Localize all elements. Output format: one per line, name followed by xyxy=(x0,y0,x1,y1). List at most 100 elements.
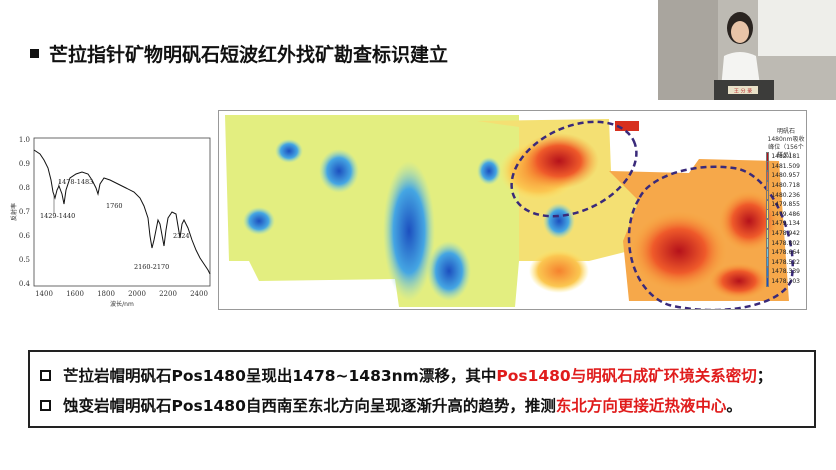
note-text: 。 xyxy=(726,397,742,415)
legend-label: 1479.486 xyxy=(771,210,800,218)
nameplate-text: 王 分 录 xyxy=(734,88,752,95)
legend-swatch xyxy=(766,228,770,239)
legend-row: 1478.203 xyxy=(766,276,800,287)
spectrum-annotation: 1760 xyxy=(106,202,123,210)
y-tick: 0.4 xyxy=(19,280,31,288)
low-value-zone xyxy=(243,207,275,235)
y-tick: 0.9 xyxy=(19,160,30,168)
legend-row: 1480.718 xyxy=(766,180,800,191)
slide-title-text: 芒拉指针矿物明矾石短波红外找矿勘查标识建立 xyxy=(49,44,449,66)
legend-swatch xyxy=(766,266,770,277)
y-tick: 0.5 xyxy=(19,256,30,264)
note-highlight: Pos1480与明矾石成矿环境关系密切 xyxy=(496,367,757,385)
spectrum-chart: 1.0 0.9 0.8 0.7 0.6 0.5 0.4 1400 1600 18… xyxy=(10,128,214,310)
low-value-zone xyxy=(383,161,435,301)
slide-title: 芒拉指针矿物明矾石短波红外找矿勘查标识建立 xyxy=(30,40,448,67)
contour-map-svg xyxy=(225,115,794,309)
high-value-patch xyxy=(615,121,639,131)
legend-row: 1482.181 xyxy=(766,151,800,162)
plot-frame xyxy=(33,137,211,287)
x-tick: 2200 xyxy=(159,290,177,298)
low-value-zone xyxy=(319,149,359,193)
conclusion-line-2: 蚀变岩帽明矾石Pos1480自西南至东北方向呈现逐渐升高的趋势，推测 东北方向更接… xyxy=(40,394,742,416)
legend-label: 1480.718 xyxy=(771,182,800,190)
legend-label: 1478.942 xyxy=(771,230,800,238)
legend-swatch xyxy=(766,180,770,191)
alunite-contour-map xyxy=(218,110,807,310)
legend-swatch xyxy=(766,190,770,201)
map-legend: 1482.181 1481.509 1480.957 1480.718 1480.236… xyxy=(766,151,800,287)
legend-swatch xyxy=(766,199,770,210)
wall-panel xyxy=(658,0,718,100)
legend-label: 1479.855 xyxy=(771,201,800,209)
legend-row: 1479.134 xyxy=(766,218,800,229)
low-value-zone xyxy=(275,139,303,163)
legend-swatch xyxy=(766,238,770,249)
map-west-block xyxy=(225,115,541,307)
legend-swatch xyxy=(766,276,770,287)
speaker-face xyxy=(731,21,749,43)
legend-swatch xyxy=(766,209,770,220)
legend-label: 1480.236 xyxy=(771,191,800,199)
x-tick: 1800 xyxy=(97,290,115,298)
note-highlight: 东北方向更接近热液中心 xyxy=(555,397,727,415)
legend-row: 1478.664 xyxy=(766,247,800,258)
legend-row: 1479.486 xyxy=(766,209,800,220)
legend-swatch xyxy=(766,161,770,172)
annotation-leader xyxy=(57,179,61,189)
legend-title: 明矾石1480nm吸收 峰位（156个样品） xyxy=(766,128,806,160)
spectrum-annotation: 1429-1440 xyxy=(40,212,75,220)
y-tick: 0.7 xyxy=(19,208,30,216)
high-value-zone xyxy=(709,263,769,299)
legend-row: 1480.957 xyxy=(766,170,800,181)
checkbox-icon xyxy=(40,399,51,411)
legend-row: 1478.802 xyxy=(766,238,800,249)
x-tick: 2400 xyxy=(190,290,208,298)
checkbox-icon xyxy=(40,369,51,381)
conclusion-line-1: 芒拉岩帽明矾石Pos1480呈现出1478~1483nm漂移，其中 Pos1480… xyxy=(40,364,772,386)
legend-label: 1481.509 xyxy=(771,162,800,170)
high-value-zone xyxy=(631,211,727,291)
low-value-zone xyxy=(427,241,471,301)
y-tick: 0.6 xyxy=(19,232,31,240)
x-tick: 1400 xyxy=(35,290,53,298)
mid-value-zone xyxy=(529,249,589,293)
y-tick: 0.8 xyxy=(19,184,30,192)
projection-screen xyxy=(758,0,836,56)
legend-label: 1478.802 xyxy=(771,239,800,247)
spectrum-curve xyxy=(33,149,211,275)
conclusion-box: 芒拉岩帽明矾石Pos1480呈现出1478~1483nm漂移，其中 Pos1480… xyxy=(28,350,816,428)
nameplate xyxy=(728,86,758,94)
high-value-zone xyxy=(719,191,779,251)
speaker-video-svg: 王 分 录 xyxy=(658,0,836,100)
legend-title-line: 明矾石1480nm吸收 xyxy=(767,128,805,143)
title-bullet xyxy=(30,49,39,58)
anomaly-outline-east xyxy=(627,165,794,309)
legend-label: 1482.181 xyxy=(771,153,800,161)
anomaly-outline-north xyxy=(510,120,638,218)
x-axis-label: 波长/nm xyxy=(110,300,134,308)
legend-swatch xyxy=(766,170,770,181)
legend-row: 1478.339 xyxy=(766,266,800,277)
legend-label: 1478.339 xyxy=(771,268,800,276)
high-value-zone xyxy=(519,133,599,189)
legend-row: 1478.942 xyxy=(766,228,800,239)
legend-label: 1479.134 xyxy=(771,220,800,228)
legend-swatch xyxy=(766,151,770,162)
y-axis-label: 反射率 xyxy=(10,203,18,221)
low-value-zone xyxy=(543,203,575,239)
legend-row: 1480.236 xyxy=(766,190,800,201)
legend-swatch xyxy=(766,218,770,229)
spectrum-annotation: 1478-1483 xyxy=(58,178,93,186)
legend-label: 1478.522 xyxy=(771,258,800,266)
y-tick: 1.0 xyxy=(19,136,30,144)
legend-label: 1478.203 xyxy=(771,278,800,286)
legend-label: 1480.957 xyxy=(771,172,800,180)
note-text: ； xyxy=(756,367,773,385)
legend-row: 1478.522 xyxy=(766,257,800,268)
legend-swatch xyxy=(766,247,770,258)
note-text: 蚀变岩帽明矾石Pos1480自西南至东北方向呈现逐渐升高的趋势，推测 xyxy=(63,397,556,415)
legend-label: 1478.664 xyxy=(771,249,800,257)
x-tick: 2000 xyxy=(128,290,146,298)
legend-row: 1481.509 xyxy=(766,161,800,172)
